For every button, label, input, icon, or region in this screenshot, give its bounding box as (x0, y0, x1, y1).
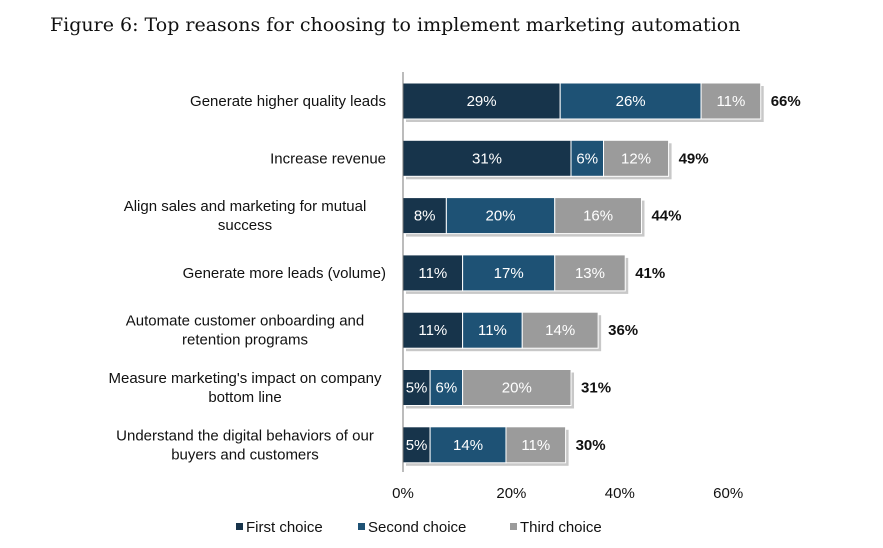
category-label-line: Measure marketing's impact on company (109, 370, 382, 387)
total-value-label: 49% (679, 150, 709, 167)
category-label: Understand the digital behaviors of our b… (116, 427, 374, 463)
bar-segment (402, 82, 561, 120)
legend-swatch (510, 523, 517, 530)
x-tick-label: 20% (496, 485, 526, 502)
x-tick-label: 40% (605, 485, 635, 502)
category-label-line: Understand the digital behaviors of our (116, 427, 374, 444)
total-value-label: 66% (771, 93, 801, 110)
segment-value-label: 6% (436, 380, 458, 397)
bar-segment (462, 254, 556, 292)
x-tick-label: 0% (392, 485, 414, 502)
segment-value-label: 20% (486, 208, 516, 225)
segment-value-label: 12% (621, 150, 651, 167)
segment-value-label: 11% (478, 322, 507, 339)
total-value-label: 44% (651, 208, 681, 225)
bar-segment (402, 369, 431, 406)
category-label: Automate customer onboarding and retentio… (126, 313, 364, 349)
bar-segment (462, 369, 572, 406)
total-value-label: 31% (581, 380, 611, 397)
category-label-line: Increase revenue (270, 150, 386, 167)
segment-value-label: 5% (406, 437, 428, 454)
category-label-line: Align sales and marketing for mutual (124, 198, 367, 215)
legend-label: First choice (246, 519, 323, 536)
bar-segment (402, 139, 572, 177)
segment-value-label: 29% (467, 93, 497, 110)
legend-label: Second choice (368, 519, 466, 536)
segment-value-label: 11% (418, 265, 447, 282)
category-label: Generate more leads (volume) (183, 265, 386, 282)
bar-segment (462, 311, 523, 349)
x-tick-label: 60% (713, 485, 743, 502)
category-label: Align sales and marketing for mutual succ… (124, 198, 367, 234)
segment-value-label: 14% (545, 322, 575, 339)
segment-value-label: 11% (521, 437, 550, 454)
bar-segment (603, 139, 670, 177)
segment-value-label: 6% (576, 150, 598, 167)
chart-title: Figure 6: Top reasons for choosing to im… (50, 14, 741, 36)
category-label-line: retention programs (182, 332, 308, 349)
bar-segment (521, 311, 599, 349)
bar-segment (505, 426, 567, 464)
segment-value-label: 16% (583, 208, 613, 225)
segment-value-label: 13% (575, 265, 605, 282)
category-label-line: Generate higher quality leads (190, 93, 386, 110)
bar-segment (554, 197, 642, 235)
bar-segment (402, 311, 464, 349)
segment-value-label: 26% (616, 93, 646, 110)
bar-segment (402, 426, 431, 464)
total-value-label: 36% (608, 322, 638, 339)
category-label-line: Automate customer onboarding and (126, 313, 364, 330)
segment-value-label: 8% (414, 208, 436, 225)
category-label-line: Generate more leads (volume) (183, 265, 386, 282)
bar-segment (429, 369, 464, 406)
bar-segment (554, 254, 626, 292)
category-label-line: bottom line (208, 389, 281, 406)
segment-value-label: 11% (418, 322, 447, 339)
segment-value-label: 20% (502, 380, 532, 397)
category-label: Measure marketing's impact on company bot… (109, 370, 382, 406)
segment-value-label: 31% (472, 150, 502, 167)
bar-segment (445, 197, 556, 235)
legend-label: Third choice (520, 519, 602, 536)
segment-value-label: 17% (494, 265, 524, 282)
total-value-label: 41% (635, 265, 665, 282)
segment-value-label: 11% (716, 93, 745, 110)
total-value-label: 30% (576, 437, 606, 454)
bar-segment (402, 197, 447, 235)
category-label-line: buyers and customers (171, 446, 319, 463)
category-label: Increase revenue (270, 150, 386, 167)
bar-segment (570, 139, 605, 177)
category-label-line: success (218, 217, 272, 234)
bar-segment (700, 82, 762, 120)
segment-value-label: 5% (406, 380, 428, 397)
category-label: Generate higher quality leads (190, 93, 386, 110)
segment-value-label: 14% (453, 437, 483, 454)
legend-swatch (358, 523, 365, 530)
legend-swatch (236, 523, 243, 530)
